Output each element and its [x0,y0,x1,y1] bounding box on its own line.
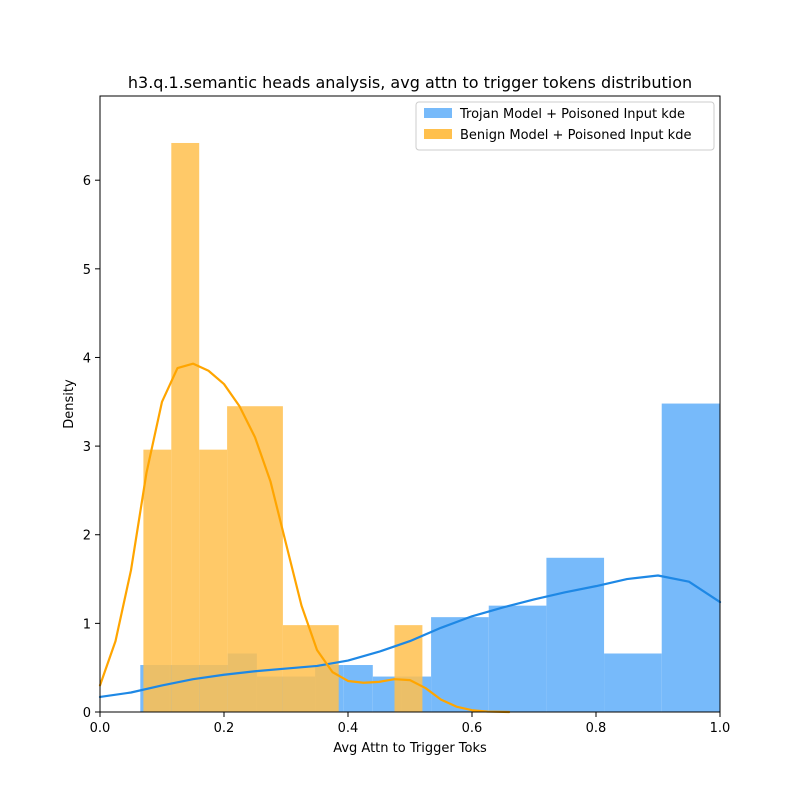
x-tick-label-0: 0.0 [90,721,111,736]
y-tick-label-0: 0 [83,706,91,721]
hist-bar-trojan-7 [343,665,373,712]
hist-bar-trojan-11 [488,605,547,712]
legend-box [415,101,715,151]
hist-bar-trojan-14 [661,403,720,712]
bars-layer [140,142,720,713]
plot-frame [99,95,721,713]
x-tick-label-1: 0.2 [214,721,235,736]
hist-bar-benign-2 [199,449,228,712]
legend-swatch-benign [424,129,452,139]
y-tick-label-2: 2 [83,529,91,544]
x-tick-label-3: 0.6 [462,721,483,736]
hist-bar-benign-3 [227,406,283,712]
hist-bar-trojan-10 [431,617,489,712]
kde-line-benign [98,362,511,714]
y-tick-label-6: 6 [83,174,91,189]
x-tick-label-5: 1.0 [710,721,731,736]
y-tick-label-1: 1 [83,617,91,632]
y-tick-label-5: 5 [83,263,91,278]
x-tick-label-2: 0.4 [338,721,359,736]
hist-bar-trojan-12 [546,557,605,712]
legend: Trojan Model + Poisoned Input kde Benign… [415,101,715,151]
chart-title: h3.q.1.semantic heads analysis, avg attn… [128,73,692,92]
y-axis-label: Density [62,379,77,429]
kde-line-trojan [98,574,722,699]
legend-label-trojan: Trojan Model + Poisoned Input kde [459,107,685,122]
hist-bar-trojan-13 [604,653,662,712]
legend-label-benign: Benign Model + Poisoned Input kde [460,128,691,143]
y-tick-label-4: 4 [83,351,91,366]
hist-bar-benign-1 [171,142,200,713]
y-tick-label-3: 3 [83,440,91,455]
legend-swatch-trojan [424,108,452,118]
ticks-layer: 0.0 0.2 0.4 0.6 0.8 1.0 0 1 2 3 4 5 6 [83,174,731,736]
kde-layer [98,362,722,714]
hist-bar-benign-5 [394,625,423,712]
hist-bar-benign-0 [143,449,172,712]
x-tick-label-4: 0.8 [586,721,607,736]
x-axis-label: Avg Attn to Trigger Toks [333,741,487,756]
